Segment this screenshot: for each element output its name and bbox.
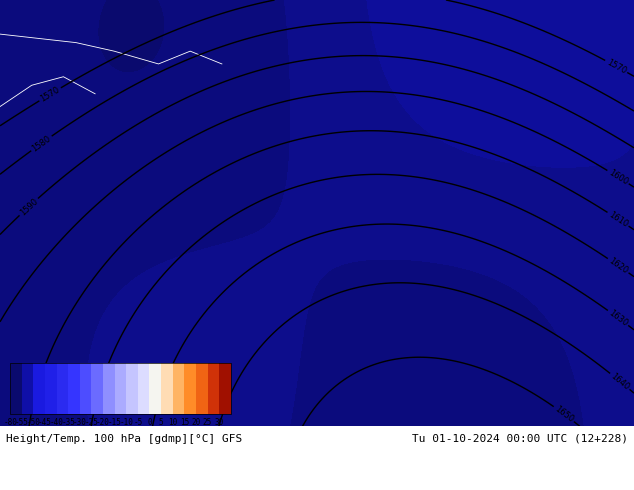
Text: 20: 20 [191, 418, 200, 427]
Text: 1620: 1620 [607, 256, 630, 275]
Bar [126, 363, 138, 414]
Text: 1600: 1600 [607, 168, 630, 187]
Text: 5: 5 [158, 418, 164, 427]
Text: 1640: 1640 [609, 371, 631, 392]
Text: -80: -80 [3, 418, 17, 427]
Text: -50: -50 [27, 418, 41, 427]
Text: 1610: 1610 [607, 210, 630, 229]
Bar [10, 363, 22, 414]
Text: 1590: 1590 [18, 196, 39, 217]
Text: -55: -55 [15, 418, 29, 427]
Text: -30: -30 [73, 418, 87, 427]
Text: Tu 01-10-2024 00:00 UTC (12+228): Tu 01-10-2024 00:00 UTC (12+228) [411, 434, 628, 444]
Bar [22, 363, 34, 414]
Bar [138, 363, 150, 414]
Bar [56, 363, 68, 414]
Bar [10, 363, 231, 414]
Bar [34, 363, 45, 414]
Text: 1570: 1570 [605, 57, 628, 75]
Text: -15: -15 [108, 418, 122, 427]
Bar [45, 363, 56, 414]
Bar [80, 363, 91, 414]
Text: -10: -10 [119, 418, 133, 427]
Bar [115, 363, 126, 414]
Text: 1650: 1650 [553, 404, 575, 424]
Text: 15: 15 [179, 418, 189, 427]
Bar [172, 363, 184, 414]
Bar [161, 363, 172, 414]
Text: -45: -45 [38, 418, 52, 427]
Bar [103, 363, 115, 414]
Text: -40: -40 [49, 418, 63, 427]
Bar [219, 363, 231, 414]
Text: -25: -25 [84, 418, 98, 427]
Text: 1580: 1580 [30, 134, 53, 153]
Text: 1570: 1570 [39, 85, 61, 103]
Bar [68, 363, 80, 414]
Bar [207, 363, 219, 414]
Text: 0: 0 [147, 418, 152, 427]
Bar [150, 363, 161, 414]
Text: 1630: 1630 [607, 308, 630, 328]
Text: 30: 30 [214, 418, 224, 427]
Bar [91, 363, 103, 414]
Text: -35: -35 [61, 418, 75, 427]
Text: Height/Temp. 100 hPa [gdmp][°C] GFS: Height/Temp. 100 hPa [gdmp][°C] GFS [6, 434, 243, 444]
Text: 10: 10 [168, 418, 178, 427]
Text: -20: -20 [96, 418, 110, 427]
Bar [184, 363, 196, 414]
Bar [196, 363, 207, 414]
Text: 25: 25 [203, 418, 212, 427]
Text: -5: -5 [133, 418, 143, 427]
